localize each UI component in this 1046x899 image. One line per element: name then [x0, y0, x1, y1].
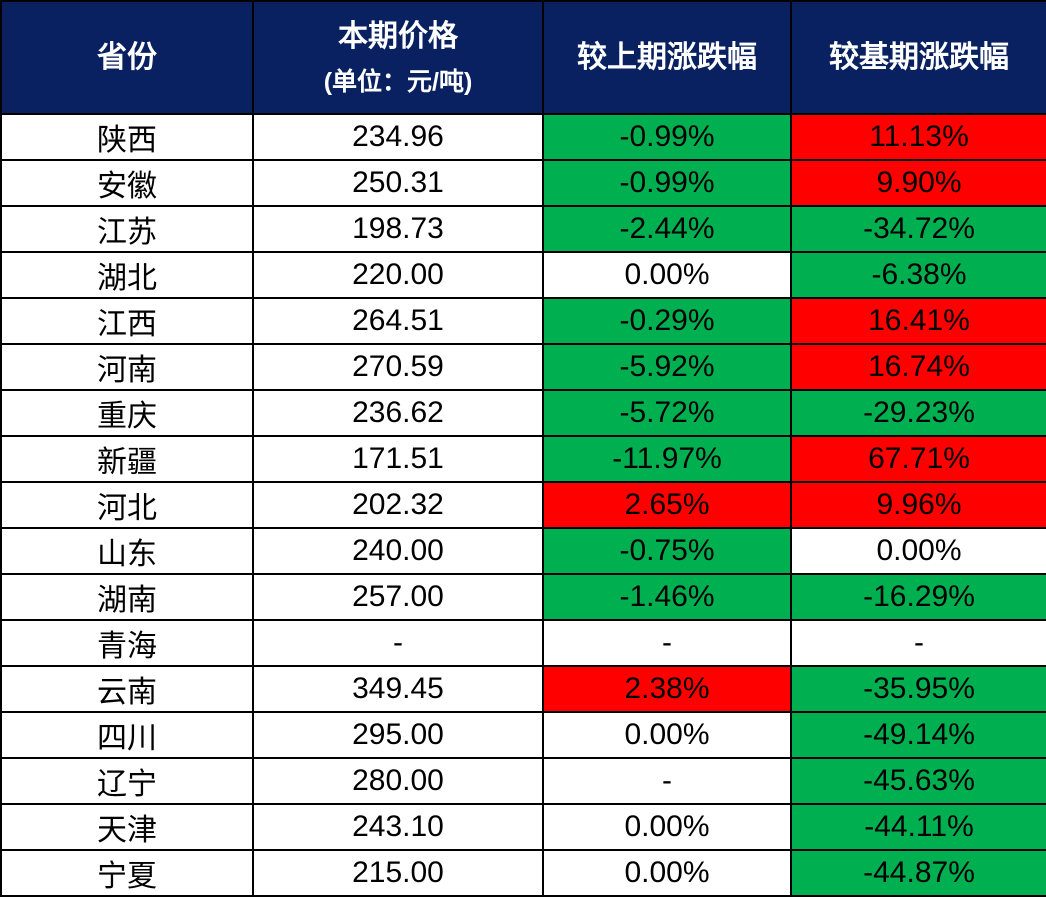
cell-base-change: -35.95% [790, 665, 1046, 713]
cell-price: 270.59 [252, 343, 544, 391]
cell-prev-change: -11.97% [542, 435, 792, 483]
cell-base-change: 16.41% [790, 297, 1046, 345]
cell-province: 湖南 [0, 573, 254, 621]
cell-base-change: 9.96% [790, 481, 1046, 529]
table-row: 云南 349.45 2.38% -35.95% [0, 665, 1046, 713]
header-prev-change-label: 较上期涨跌幅 [577, 40, 757, 74]
cell-prev-change: -2.44% [542, 205, 792, 253]
cell-price: 295.00 [252, 711, 544, 759]
cell-price: - [252, 619, 544, 667]
table-row: 天津 243.10 0.00% -44.11% [0, 803, 1046, 851]
cell-price: 215.00 [252, 849, 544, 897]
cell-price: 220.00 [252, 251, 544, 299]
cell-prev-change: -0.75% [542, 527, 792, 575]
table-row: 安徽 250.31 -0.99% 9.90% [0, 159, 1046, 207]
cell-price: 171.51 [252, 435, 544, 483]
header-base-change-label: 较基期涨跌幅 [829, 40, 1009, 74]
cell-base-change: 9.90% [790, 159, 1046, 207]
cell-prev-change: -0.29% [542, 297, 792, 345]
cell-prev-change: 0.00% [542, 711, 792, 759]
cell-province: 河南 [0, 343, 254, 391]
cell-prev-change: 2.38% [542, 665, 792, 713]
cell-price: 349.45 [252, 665, 544, 713]
cell-province: 河北 [0, 481, 254, 529]
header-price-label: 本期价格 [338, 19, 458, 53]
table-row: 河北 202.32 2.65% 9.96% [0, 481, 1046, 529]
cell-province: 辽宁 [0, 757, 254, 805]
cell-prev-change: -1.46% [542, 573, 792, 621]
cell-base-change: -45.63% [790, 757, 1046, 805]
cell-province: 宁夏 [0, 849, 254, 897]
cell-price: 243.10 [252, 803, 544, 851]
table-row: 四川 295.00 0.00% -49.14% [0, 711, 1046, 759]
header-price-unit-label: (单位：元/吨) [323, 67, 473, 96]
cell-province: 云南 [0, 665, 254, 713]
cell-price: 257.00 [252, 573, 544, 621]
cell-price: 240.00 [252, 527, 544, 575]
table-row: 江苏 198.73 -2.44% -34.72% [0, 205, 1046, 253]
cell-province: 江西 [0, 297, 254, 345]
cell-price: 198.73 [252, 205, 544, 253]
cell-base-change: -29.23% [790, 389, 1046, 437]
cell-price: 250.31 [252, 159, 544, 207]
header-province: 省份 [0, 0, 254, 115]
cell-prev-change: -0.99% [542, 113, 792, 161]
cell-province: 安徽 [0, 159, 254, 207]
table-row: 陕西 234.96 -0.99% 11.13% [0, 113, 1046, 161]
cell-base-change: -16.29% [790, 573, 1046, 621]
cell-base-change: 0.00% [790, 527, 1046, 575]
cell-base-change: 16.74% [790, 343, 1046, 391]
table-row: 宁夏 215.00 0.00% -44.87% [0, 849, 1046, 897]
cell-price: 236.62 [252, 389, 544, 437]
table-header: 省份 本期价格 (单位：元/吨) 较上期涨跌幅 较基期涨跌幅 [0, 0, 1046, 115]
table-row: 辽宁 280.00- -45.63% [0, 757, 1046, 805]
cell-prev-change: -5.92% [542, 343, 792, 391]
cell-base-change: -34.72% [790, 205, 1046, 253]
table-row: 江西 264.51 -0.29% 16.41% [0, 297, 1046, 345]
table-row: 河南 270.59 -5.92% 16.74% [0, 343, 1046, 391]
cell-province: 重庆 [0, 389, 254, 437]
cell-base-change: - [790, 619, 1046, 667]
cell-prev-change: -5.72% [542, 389, 792, 437]
cell-prev-change: 0.00% [542, 251, 792, 299]
cell-prev-change: - [542, 619, 792, 667]
table-row: 重庆 236.62 -5.72% -29.23% [0, 389, 1046, 437]
cell-province: 青海 [0, 619, 254, 667]
cell-province: 山东 [0, 527, 254, 575]
cell-price: 264.51 [252, 297, 544, 345]
cell-province: 新疆 [0, 435, 254, 483]
cell-base-change: -49.14% [790, 711, 1046, 759]
table-row: 湖南 257.00 -1.46% -16.29% [0, 573, 1046, 621]
cell-price: 234.96 [252, 113, 544, 161]
header-prev-change: 较上期涨跌幅 [542, 0, 792, 115]
table-row: 新疆 171.51 -11.97% 67.71% [0, 435, 1046, 483]
cell-prev-change: 0.00% [542, 803, 792, 851]
header-row: 省份 本期价格 (单位：元/吨) 较上期涨跌幅 较基期涨跌幅 [0, 0, 1046, 115]
cell-price: 280.00 [252, 757, 544, 805]
cell-prev-change: -0.99% [542, 159, 792, 207]
cell-prev-change: - [542, 757, 792, 805]
cell-price: 202.32 [252, 481, 544, 529]
header-base-change: 较基期涨跌幅 [790, 0, 1046, 115]
cell-base-change: 67.71% [790, 435, 1046, 483]
cell-province: 四川 [0, 711, 254, 759]
cell-province: 天津 [0, 803, 254, 851]
cell-prev-change: 0.00% [542, 849, 792, 897]
cell-province: 陕西 [0, 113, 254, 161]
table-body: 陕西 234.96 -0.99% 11.13% 安徽 250.31 -0.99% 9.90% 江… [0, 113, 1046, 897]
cell-base-change: 11.13% [790, 113, 1046, 161]
cell-base-change: -44.11% [790, 803, 1046, 851]
header-price: 本期价格 (单位：元/吨) [252, 0, 544, 115]
cell-base-change: -44.87% [790, 849, 1046, 897]
cell-province: 江苏 [0, 205, 254, 253]
table-row: 青海 - - - [0, 619, 1046, 667]
header-province-label: 省份 [97, 40, 157, 74]
cell-base-change: -6.38% [790, 251, 1046, 299]
cell-prev-change: 2.65% [542, 481, 792, 529]
table-row: 湖北 220.00 0.00% -6.38% [0, 251, 1046, 299]
cell-province: 湖北 [0, 251, 254, 299]
table-row: 山东 240.00 -0.75% 0.00% [0, 527, 1046, 575]
